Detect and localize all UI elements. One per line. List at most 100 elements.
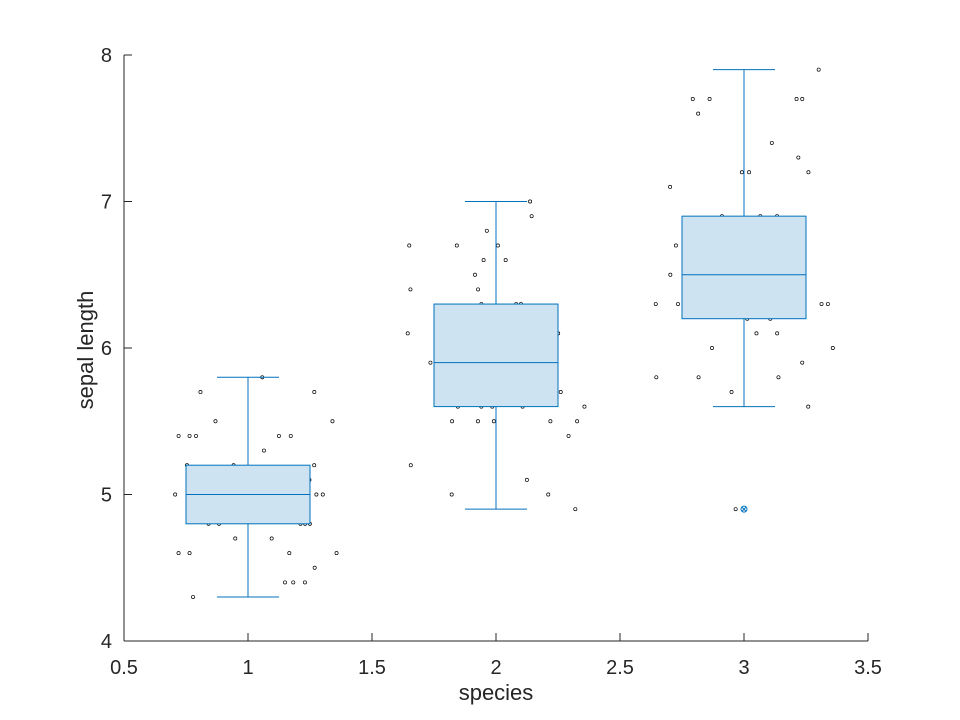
outlier-marker	[740, 505, 748, 513]
data-point	[276, 433, 281, 438]
data-point	[476, 419, 480, 424]
data-point	[796, 155, 801, 160]
x-tick-label: 3.5	[854, 657, 882, 679]
y-tick-label: 6	[101, 338, 112, 360]
data-point	[816, 67, 821, 72]
data-point	[334, 551, 339, 556]
data-point	[191, 595, 195, 600]
data-point	[476, 287, 481, 292]
data-point	[653, 302, 658, 306]
data-point	[690, 96, 695, 101]
x-axis-label: species	[459, 680, 534, 705]
y-axis-label: sepal length	[73, 291, 98, 410]
data-point	[473, 272, 477, 277]
data-point	[696, 111, 701, 116]
data-point	[261, 448, 266, 453]
data-point	[546, 492, 551, 497]
data-point	[733, 507, 738, 512]
data-point	[524, 477, 529, 482]
data-point	[194, 433, 198, 438]
y-tick-label: 7	[101, 192, 112, 214]
data-point	[454, 243, 459, 248]
x-tick-label: 0.5	[110, 657, 138, 679]
data-point	[769, 140, 774, 145]
data-point	[729, 390, 734, 394]
data-point	[213, 419, 218, 424]
data-point	[312, 390, 317, 394]
data-point	[566, 433, 571, 438]
x-tick-label: 2	[490, 657, 501, 679]
data-point	[503, 258, 508, 263]
data-point	[291, 580, 296, 585]
data-point	[573, 507, 578, 512]
y-tick-label: 8	[101, 45, 112, 67]
data-point	[330, 419, 335, 424]
x-tick-label: 1.5	[358, 657, 386, 679]
data-point	[654, 375, 659, 380]
data-point	[582, 404, 587, 409]
axis-labels: species sepal length	[73, 291, 533, 705]
x-tick-label: 2.5	[606, 657, 634, 679]
data-point	[794, 96, 799, 101]
data-point	[449, 492, 454, 497]
data-point	[754, 331, 759, 336]
x-tick-label: 1	[242, 657, 253, 679]
data-point	[707, 96, 712, 101]
data-point	[668, 272, 673, 277]
data-point	[269, 536, 274, 541]
data-point	[302, 580, 307, 585]
data-point	[405, 331, 410, 336]
data-point	[775, 331, 780, 336]
boxes	[185, 69, 807, 598]
data-point	[484, 228, 489, 233]
data-point	[668, 184, 673, 189]
data-point	[320, 492, 325, 497]
data-point	[673, 243, 678, 248]
data-point	[450, 419, 455, 424]
data-point	[312, 565, 317, 570]
data-point	[287, 551, 292, 556]
data-point	[491, 419, 496, 424]
data-point	[696, 375, 701, 380]
data-point	[676, 302, 680, 306]
data-point	[548, 419, 553, 424]
data-point	[495, 243, 500, 248]
box-iqr	[681, 215, 807, 320]
data-point	[528, 199, 533, 204]
data-point	[198, 390, 203, 394]
data-point	[176, 433, 181, 438]
data-point	[283, 580, 287, 585]
data-point	[408, 463, 413, 468]
box-iqr	[433, 303, 559, 408]
data-point	[428, 360, 433, 365]
x-tick-label: 3	[738, 657, 749, 679]
data-point	[739, 170, 744, 175]
data-point	[187, 551, 192, 556]
data-point	[806, 404, 811, 409]
data-point	[825, 302, 830, 306]
data-point	[776, 375, 781, 380]
data-point	[233, 536, 238, 541]
data-point	[806, 170, 811, 175]
data-point	[187, 433, 192, 438]
data-point	[408, 287, 413, 292]
y-tick-label: 4	[101, 631, 112, 653]
data-point	[830, 346, 835, 350]
data-point	[575, 419, 580, 424]
data-point	[800, 96, 805, 101]
data-point	[558, 390, 563, 394]
outlier-cross	[741, 506, 747, 512]
data-point	[710, 346, 714, 350]
data-point	[312, 463, 317, 468]
data-point	[747, 170, 752, 175]
data-point	[173, 492, 178, 497]
data-point	[529, 214, 534, 219]
data-point	[481, 258, 486, 263]
data-point	[288, 433, 293, 438]
data-point	[176, 551, 181, 556]
data-point	[800, 360, 805, 365]
axes: 0.5 1 1.5 2 2.5 3 3.5 4 5 6 7 8	[101, 45, 882, 679]
data-point	[407, 243, 412, 248]
